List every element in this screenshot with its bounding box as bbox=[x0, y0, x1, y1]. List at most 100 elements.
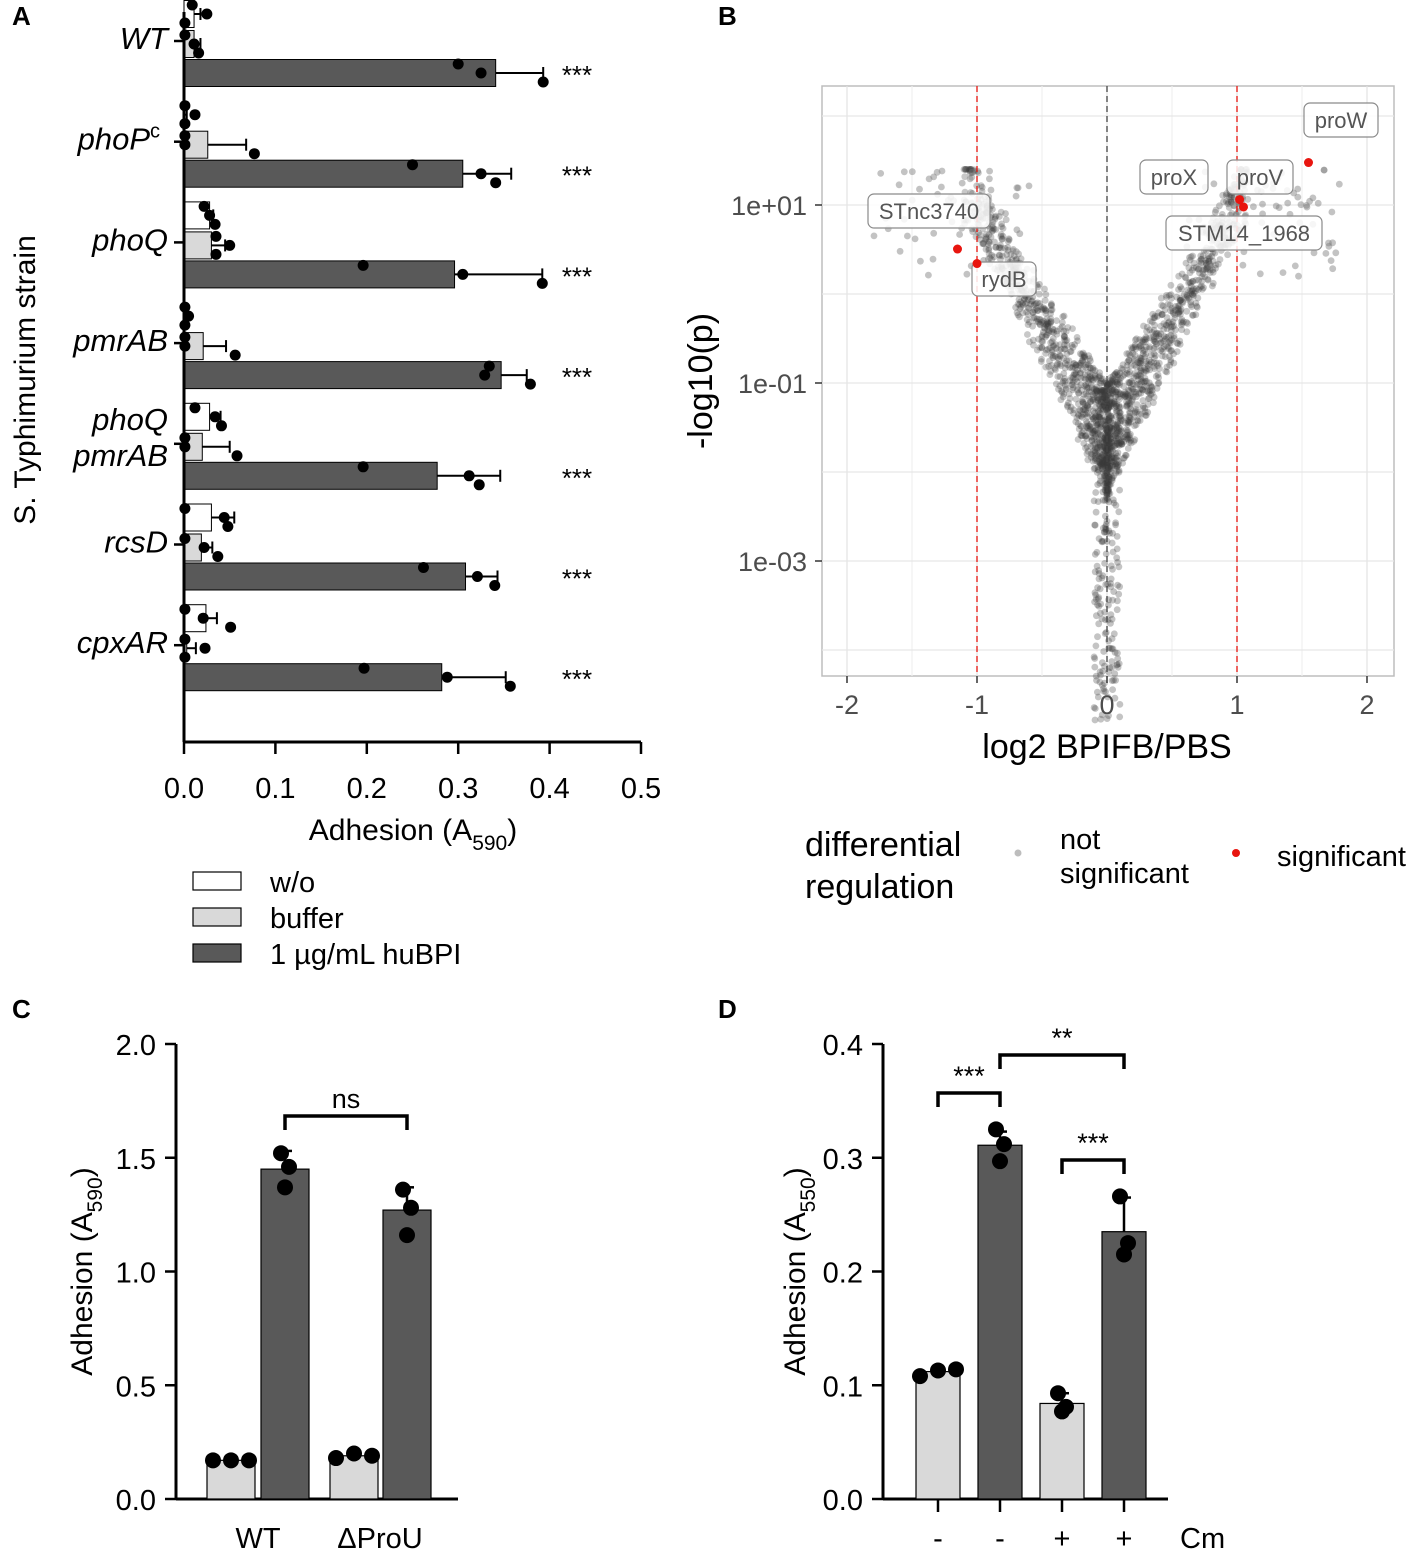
point-not-significant bbox=[1049, 326, 1056, 333]
point-not-significant bbox=[1116, 583, 1123, 590]
bar-phoQ-2 bbox=[184, 261, 455, 288]
y-tick-label: 0.0 bbox=[116, 1485, 156, 1517]
data-point bbox=[489, 580, 500, 591]
point-not-significant bbox=[1102, 404, 1109, 411]
strain-label: WT bbox=[120, 21, 170, 56]
data-point bbox=[399, 1227, 415, 1243]
legend-swatch bbox=[193, 872, 241, 890]
data-point bbox=[210, 219, 221, 230]
point-not-significant bbox=[1038, 306, 1045, 313]
point-not-significant bbox=[1177, 297, 1184, 304]
data-point bbox=[442, 672, 453, 683]
point-not-significant bbox=[1116, 390, 1123, 397]
point-not-significant bbox=[1024, 331, 1031, 338]
data-point bbox=[210, 249, 221, 260]
y-tick-label: 0.1 bbox=[823, 1371, 863, 1403]
point-not-significant bbox=[896, 181, 903, 188]
y-tick-label: 0.3 bbox=[823, 1144, 863, 1176]
point-not-significant bbox=[1105, 637, 1112, 644]
strain-label: phoQ bbox=[91, 402, 168, 437]
point-not-significant bbox=[1125, 387, 1132, 394]
data-point bbox=[988, 1121, 1004, 1137]
point-not-significant bbox=[1082, 411, 1089, 418]
data-point bbox=[230, 350, 241, 361]
point-not-significant bbox=[1061, 313, 1068, 320]
point-not-significant bbox=[1182, 274, 1189, 281]
point-not-significant bbox=[1071, 370, 1078, 377]
point-not-significant bbox=[1150, 315, 1157, 322]
bar-pmrAB-2 bbox=[184, 362, 501, 389]
gene-label: proV bbox=[1237, 165, 1284, 190]
point-not-significant bbox=[1114, 650, 1121, 657]
point-not-significant bbox=[1016, 230, 1023, 237]
x-condition-label: + bbox=[1116, 1523, 1133, 1555]
point-not-significant bbox=[1336, 181, 1343, 188]
data-point bbox=[277, 1179, 293, 1195]
point-not-significant bbox=[959, 180, 966, 187]
comparison-bracket bbox=[1000, 1055, 1124, 1069]
point-not-significant bbox=[1025, 305, 1032, 312]
point-not-significant bbox=[938, 184, 945, 191]
point-not-significant bbox=[1114, 559, 1121, 566]
point-not-significant bbox=[1082, 445, 1089, 452]
point-significant bbox=[973, 259, 982, 268]
point-not-significant bbox=[967, 175, 974, 182]
x-condition-label: - bbox=[933, 1523, 943, 1555]
point-significant bbox=[953, 245, 962, 254]
point-not-significant bbox=[1211, 180, 1218, 187]
legend-label: significant bbox=[1060, 858, 1189, 890]
gene-label: STM14_1968 bbox=[1178, 221, 1310, 246]
point-not-significant bbox=[1092, 705, 1099, 712]
y-tick-label: 2.0 bbox=[116, 1030, 156, 1062]
point-not-significant bbox=[969, 228, 976, 235]
x-tick-label: 0.0 bbox=[164, 773, 204, 805]
point-not-significant bbox=[1329, 265, 1336, 272]
significance-label: *** bbox=[562, 60, 592, 90]
point-not-significant bbox=[1163, 292, 1170, 299]
point-not-significant bbox=[1061, 333, 1068, 340]
point-not-significant bbox=[1144, 409, 1151, 416]
data-point bbox=[358, 260, 369, 271]
x-tick-label: 0.5 bbox=[621, 773, 661, 805]
data-point bbox=[198, 613, 209, 624]
gene-label: proW bbox=[1315, 108, 1368, 133]
point-not-significant bbox=[1212, 250, 1219, 257]
point-not-significant bbox=[1117, 701, 1124, 708]
point-not-significant bbox=[1146, 343, 1153, 350]
data-point bbox=[505, 681, 516, 692]
bar bbox=[1102, 1232, 1146, 1499]
point-not-significant bbox=[1116, 487, 1123, 494]
point-not-significant bbox=[1102, 393, 1109, 400]
point-not-significant bbox=[1111, 670, 1118, 677]
x-group-label: ΔProU bbox=[337, 1523, 422, 1555]
point-not-significant bbox=[1091, 654, 1098, 661]
point-not-significant bbox=[1105, 596, 1112, 603]
legend-label: buffer bbox=[270, 903, 344, 935]
point-not-significant bbox=[1045, 363, 1052, 370]
point-not-significant bbox=[930, 256, 937, 263]
x-tick-label: 0.2 bbox=[347, 773, 387, 805]
data-point bbox=[212, 551, 223, 562]
point-not-significant bbox=[1103, 458, 1110, 465]
point-not-significant bbox=[1164, 314, 1171, 321]
point-not-significant bbox=[1047, 371, 1054, 378]
point-not-significant bbox=[1094, 563, 1101, 570]
point-not-significant bbox=[1115, 664, 1122, 671]
point-not-significant bbox=[1150, 337, 1157, 344]
x-group-label: WT bbox=[235, 1523, 280, 1555]
point-not-significant bbox=[1067, 348, 1074, 355]
point-not-significant bbox=[1091, 447, 1098, 454]
legend-key-significant bbox=[1232, 849, 1240, 857]
y-axis-label: -log10(p) bbox=[682, 313, 720, 449]
point-significant bbox=[1304, 158, 1313, 167]
point-not-significant bbox=[1151, 355, 1158, 362]
x-tick-label: 0.3 bbox=[438, 773, 478, 805]
point-not-significant bbox=[1117, 370, 1124, 377]
point-not-significant bbox=[1183, 328, 1190, 335]
point-not-significant bbox=[1063, 357, 1070, 364]
point-not-significant bbox=[1147, 391, 1154, 398]
data-point bbox=[930, 1362, 946, 1378]
figure: A S. Typhimurium strain Adhesion (A590) … bbox=[0, 0, 1417, 1558]
point-not-significant bbox=[1085, 385, 1092, 392]
point-not-significant bbox=[1107, 465, 1114, 472]
